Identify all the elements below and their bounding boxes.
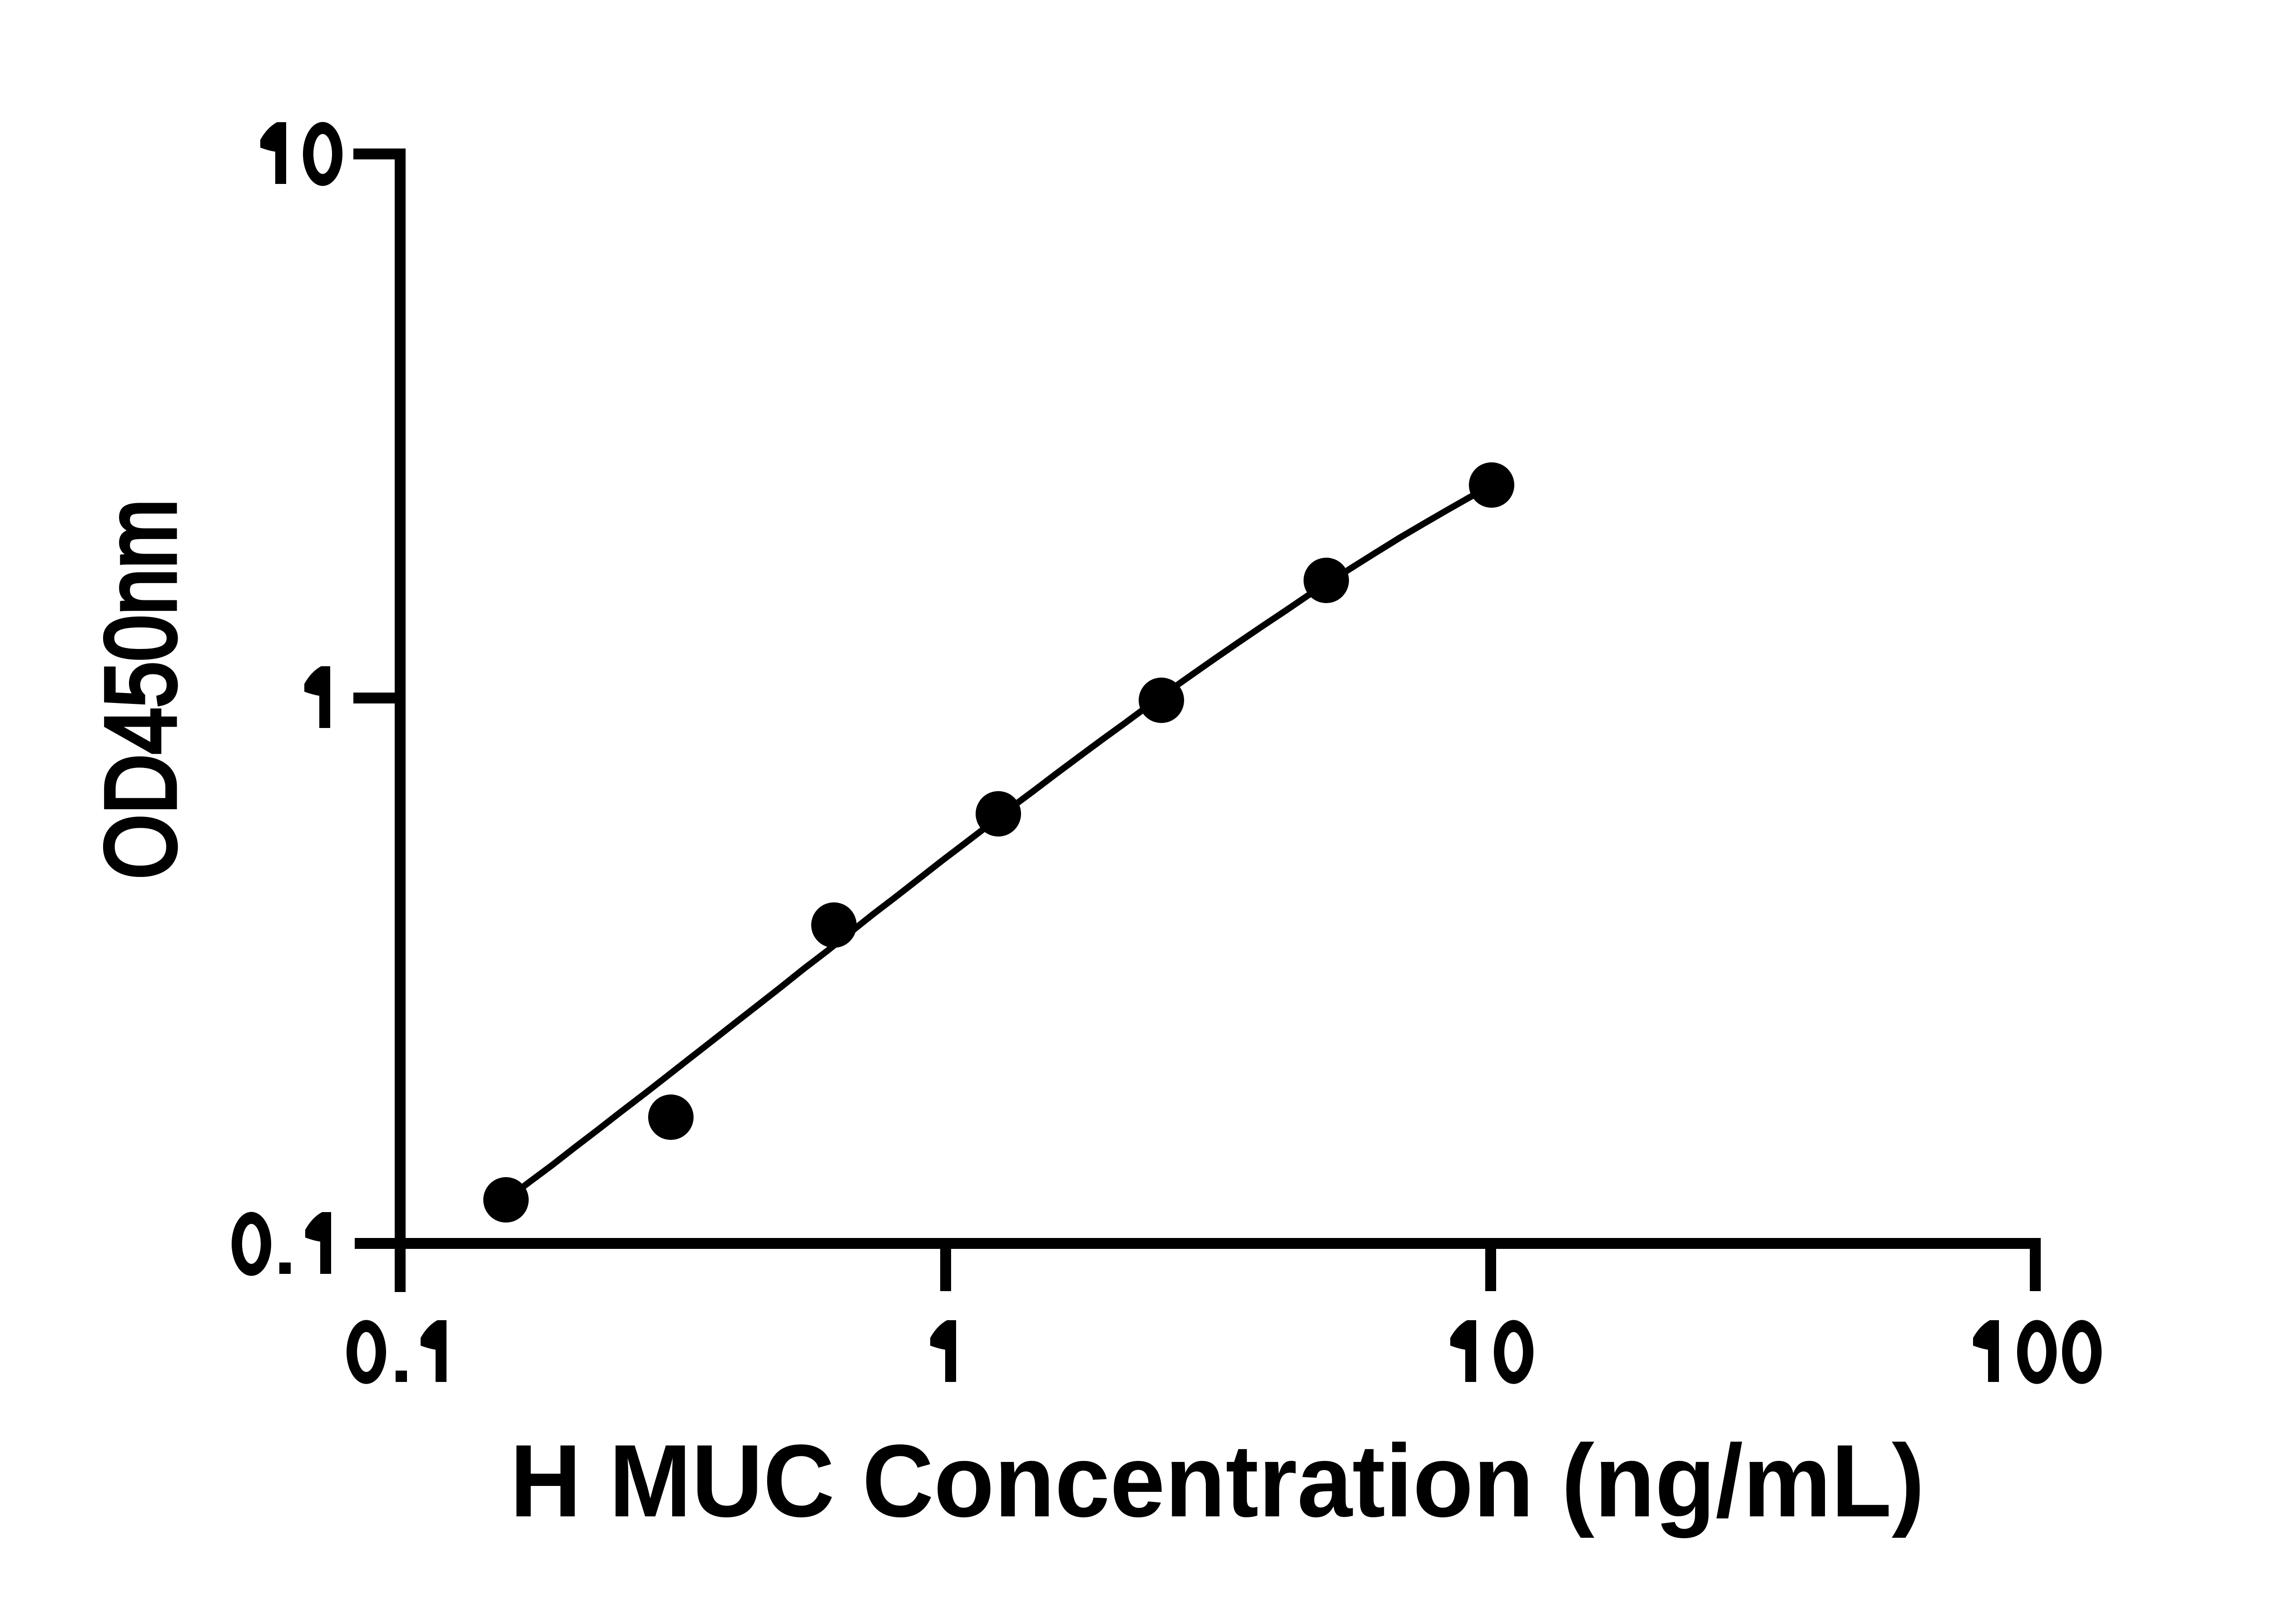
svg-text:OD450nm: OD450nm bbox=[84, 499, 196, 879]
svg-text:H MUC Concentration (ng/mL): H MUC Concentration (ng/mL) bbox=[510, 1424, 1925, 1539]
